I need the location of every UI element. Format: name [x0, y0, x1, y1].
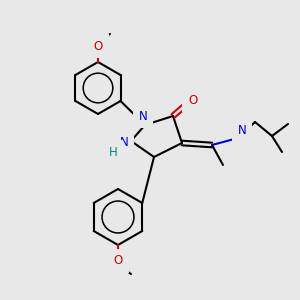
- Text: N: N: [238, 124, 246, 137]
- Text: O: O: [188, 94, 198, 106]
- Text: N: N: [139, 110, 147, 122]
- Text: H: H: [109, 146, 117, 158]
- Text: O: O: [113, 254, 123, 268]
- Text: N: N: [120, 136, 128, 149]
- Text: O: O: [93, 40, 103, 52]
